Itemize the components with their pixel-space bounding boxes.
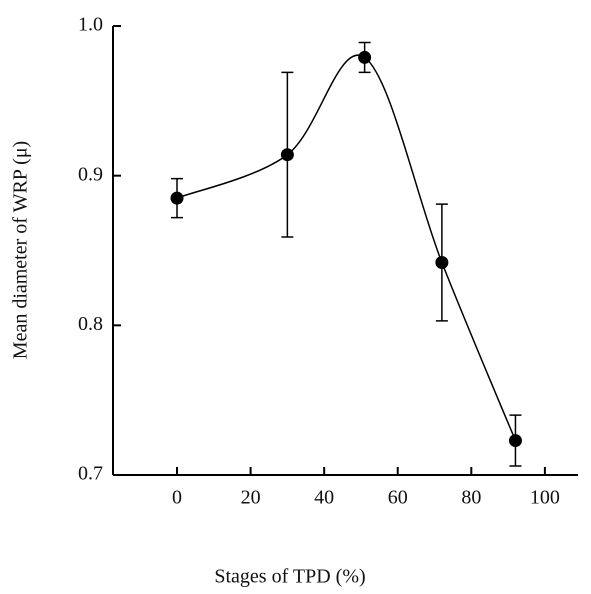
point <box>170 191 184 205</box>
y-tick-label: 0.8 <box>78 313 103 335</box>
x-tick-label: 0 <box>172 487 182 509</box>
x-axis-label: Stages of TPD (%) <box>214 566 365 588</box>
y-tick-label: 0.7 <box>78 463 103 485</box>
point <box>358 50 372 64</box>
point <box>280 148 294 162</box>
y-tick-label: 1.0 <box>78 14 103 36</box>
y-axis-label: Mean diameter of WRP (μ) <box>10 141 32 359</box>
point <box>508 434 522 448</box>
line <box>176 54 517 441</box>
x-tick-label: 80 <box>461 487 481 509</box>
y-tick-label: 0.9 <box>78 163 103 185</box>
x-tick-label: 60 <box>388 487 408 509</box>
x-tick-label: 40 <box>314 487 334 509</box>
x-tick-label: 20 <box>241 487 261 509</box>
x-tick-label: 100 <box>530 487 560 509</box>
point <box>435 255 449 269</box>
